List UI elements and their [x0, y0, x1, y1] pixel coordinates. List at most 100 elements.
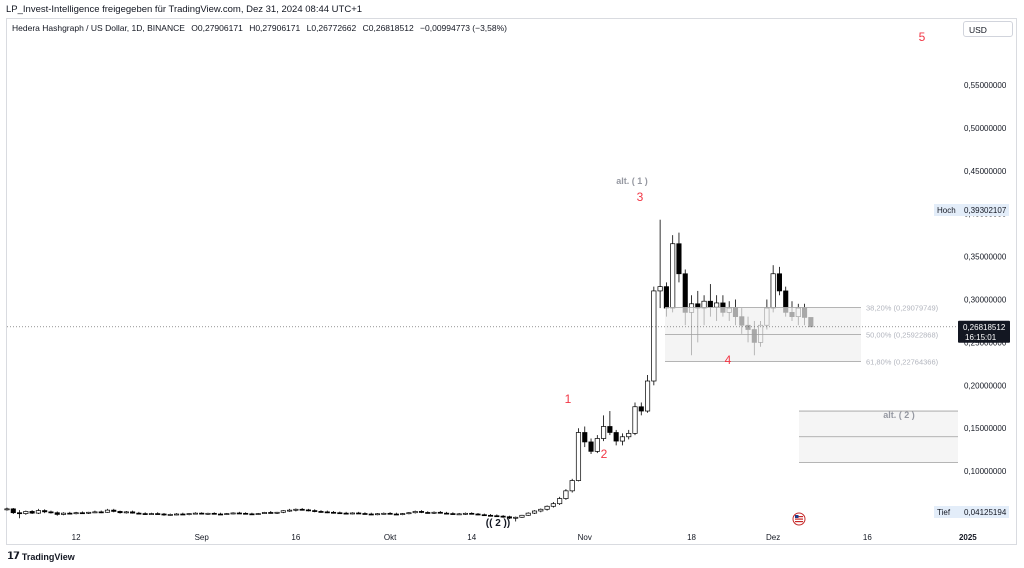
- candle[interactable]: [400, 513, 406, 515]
- candle[interactable]: [255, 513, 261, 515]
- candle[interactable]: [506, 516, 512, 519]
- candle[interactable]: [318, 511, 324, 513]
- candle[interactable]: [261, 512, 268, 514]
- candle[interactable]: [312, 510, 318, 512]
- candle[interactable]: [287, 509, 293, 512]
- candle[interactable]: [104, 509, 111, 513]
- candle[interactable]: [601, 426, 607, 439]
- tradingview-footer[interactable]: 𝟭𝟳 TradingView: [7, 551, 75, 562]
- candle[interactable]: [349, 512, 355, 515]
- candle[interactable]: [707, 300, 713, 308]
- candle[interactable]: [123, 511, 129, 514]
- candle[interactable]: [211, 512, 217, 515]
- candle[interactable]: [632, 406, 638, 434]
- candle[interactable]: [406, 512, 412, 515]
- candle[interactable]: [626, 432, 632, 438]
- candle[interactable]: [60, 512, 67, 515]
- candle[interactable]: [488, 514, 494, 517]
- candle[interactable]: [569, 480, 575, 492]
- candle[interactable]: [111, 509, 117, 512]
- candle[interactable]: [293, 508, 299, 511]
- candle[interactable]: [500, 515, 506, 518]
- candle[interactable]: [575, 432, 582, 481]
- candle[interactable]: [249, 513, 255, 516]
- candle[interactable]: [594, 438, 600, 452]
- candle[interactable]: [205, 512, 211, 515]
- candle[interactable]: [243, 512, 249, 515]
- candle[interactable]: [374, 513, 381, 516]
- candle[interactable]: [79, 512, 85, 515]
- candle[interactable]: [444, 512, 450, 515]
- candle[interactable]: [663, 286, 669, 309]
- candle[interactable]: [557, 498, 563, 505]
- candle[interactable]: [155, 513, 161, 515]
- candle[interactable]: [682, 273, 688, 313]
- candle[interactable]: [136, 512, 142, 515]
- candle[interactable]: [651, 290, 657, 382]
- candle[interactable]: [130, 511, 136, 514]
- candle[interactable]: [638, 406, 644, 412]
- candle[interactable]: [519, 514, 525, 518]
- candle[interactable]: [645, 380, 651, 412]
- candle[interactable]: [387, 512, 393, 515]
- candle[interactable]: [305, 509, 311, 512]
- candle[interactable]: [494, 515, 500, 518]
- candle[interactable]: [192, 512, 198, 515]
- candle[interactable]: [437, 511, 443, 514]
- candle[interactable]: [582, 432, 588, 443]
- candle[interactable]: [776, 273, 782, 292]
- candle[interactable]: [167, 514, 173, 516]
- candle[interactable]: [86, 511, 92, 514]
- candle[interactable]: [199, 512, 205, 515]
- candle[interactable]: [54, 512, 60, 515]
- candle[interactable]: [343, 512, 349, 515]
- candle[interactable]: [550, 503, 556, 507]
- candle[interactable]: [98, 511, 104, 514]
- candle[interactable]: [425, 512, 431, 514]
- candle[interactable]: [676, 243, 682, 275]
- candle[interactable]: [619, 436, 625, 442]
- candle[interactable]: [381, 512, 387, 515]
- candle[interactable]: [462, 512, 468, 515]
- candle[interactable]: [531, 510, 538, 514]
- candle[interactable]: [35, 510, 41, 514]
- candle[interactable]: [17, 512, 23, 515]
- candle[interactable]: [356, 512, 362, 515]
- candle[interactable]: [469, 512, 475, 515]
- candle[interactable]: [324, 511, 330, 514]
- candle[interactable]: [299, 508, 305, 511]
- candle[interactable]: [92, 511, 98, 514]
- candle[interactable]: [368, 513, 374, 516]
- candle[interactable]: [29, 511, 35, 514]
- candle[interactable]: [418, 511, 425, 513]
- candle[interactable]: [544, 505, 550, 510]
- candle[interactable]: [563, 490, 569, 499]
- candle[interactable]: [42, 510, 48, 513]
- candle[interactable]: [331, 511, 337, 514]
- candle[interactable]: [770, 273, 776, 309]
- candle[interactable]: [607, 426, 613, 433]
- candle[interactable]: [4, 508, 10, 511]
- candle[interactable]: [73, 512, 79, 515]
- candle[interactable]: [657, 286, 663, 292]
- candle[interactable]: [161, 513, 167, 516]
- candle[interactable]: [714, 302, 720, 308]
- candle[interactable]: [412, 511, 418, 514]
- candle[interactable]: [393, 513, 399, 516]
- candle[interactable]: [117, 511, 123, 514]
- candle[interactable]: [456, 513, 462, 516]
- candle[interactable]: [174, 513, 180, 516]
- candle[interactable]: [670, 243, 676, 309]
- candle[interactable]: [236, 512, 242, 515]
- candle[interactable]: [23, 511, 29, 514]
- candle[interactable]: [224, 513, 230, 515]
- candle[interactable]: [148, 513, 154, 515]
- candle[interactable]: [475, 513, 481, 516]
- candle[interactable]: [337, 512, 343, 515]
- candle[interactable]: [67, 512, 73, 515]
- candle[interactable]: [10, 508, 16, 514]
- candle[interactable]: [268, 512, 274, 514]
- candle[interactable]: [217, 513, 224, 516]
- candle[interactable]: [362, 513, 368, 515]
